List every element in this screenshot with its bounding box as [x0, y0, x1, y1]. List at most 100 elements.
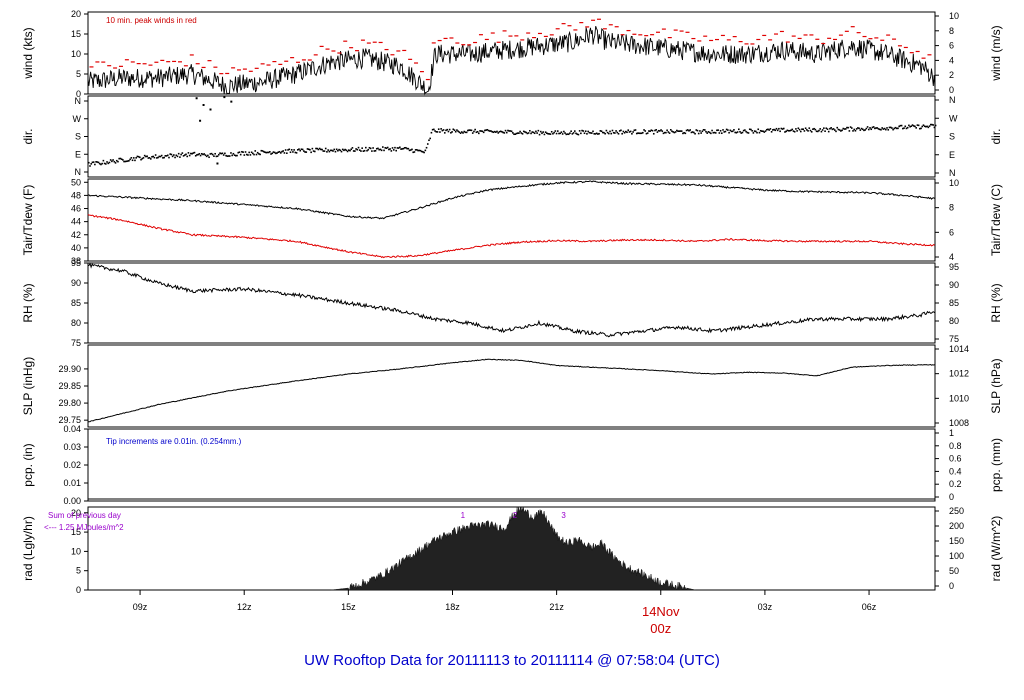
dir-point — [235, 154, 237, 157]
dir-point — [345, 149, 348, 152]
right-axis-label: wind (m/s) — [989, 25, 1003, 81]
dir-point — [195, 97, 198, 100]
dir-point — [198, 153, 201, 155]
right-tick-label: 4 — [949, 252, 954, 262]
dir-point — [773, 128, 775, 131]
right-tick-label: 150 — [949, 536, 964, 546]
rad-marker-label: 1 — [461, 511, 466, 520]
panel-frame-slp — [87, 344, 936, 428]
dir-point — [304, 151, 306, 153]
dir-point — [414, 149, 417, 151]
dir-point — [88, 161, 90, 164]
dir-point — [115, 159, 118, 162]
dir-point — [386, 146, 389, 149]
dir-point — [323, 150, 326, 152]
dir-point — [801, 128, 803, 131]
dir-point — [920, 127, 922, 130]
dir-point — [467, 129, 469, 132]
dir-point — [269, 151, 271, 153]
dir-point — [871, 126, 874, 129]
dir-point — [408, 149, 411, 152]
dir-point — [683, 131, 685, 134]
dir-point — [927, 126, 930, 129]
left-tick-label: 38 — [71, 256, 81, 266]
dir-point — [837, 128, 840, 131]
dir-point — [208, 156, 210, 159]
dir-point — [566, 133, 569, 135]
dir-point — [708, 131, 711, 134]
dir-point — [272, 151, 275, 153]
panel-wind: 0 5 10 15 20 0 2 4 6 8 10 wind (kts) wind (m/s) 10 mi… — [21, 9, 1003, 99]
dir-point — [409, 149, 412, 151]
dir-point — [550, 130, 553, 133]
dir-point — [486, 128, 489, 131]
dir-point — [813, 127, 815, 130]
dir-point — [521, 133, 524, 135]
dir-point — [820, 130, 823, 133]
dir-point — [481, 130, 484, 133]
right-tick-label: 75 — [949, 334, 959, 344]
dir-point — [662, 132, 665, 135]
dir-point — [616, 131, 619, 134]
dir-point — [379, 148, 382, 151]
left-tick-label: N — [75, 167, 82, 177]
dir-point — [747, 132, 750, 134]
dir-point — [869, 127, 871, 129]
dir-point — [135, 157, 137, 159]
right-axis-label: RH (%) — [989, 283, 1003, 322]
left-tick-label: 85 — [71, 298, 81, 308]
dir-point — [411, 148, 413, 151]
dir-point — [448, 128, 451, 131]
dir-point — [487, 129, 490, 132]
dir-point — [352, 150, 355, 152]
dir-point — [808, 127, 811, 129]
dir-point — [802, 128, 804, 131]
dir-point — [864, 129, 866, 131]
dir-point — [746, 131, 749, 134]
right-axis-label: SLP (hPa) — [989, 358, 1003, 413]
right-axis-label: Tair/Tdew (C) — [989, 184, 1003, 256]
dir-point — [608, 132, 610, 135]
rad-annotation-line2: <--- 1.25 MJoules/m^2 — [44, 523, 124, 532]
right-tick-label: E — [949, 150, 955, 160]
dir-point — [870, 128, 873, 131]
dir-point — [734, 131, 736, 134]
dir-point — [744, 129, 746, 131]
dir-point — [512, 132, 514, 134]
dir-point — [645, 132, 648, 135]
dir-point — [139, 156, 141, 159]
right-tick-label: 1 — [949, 428, 954, 438]
dir-point — [536, 132, 538, 134]
dir-point — [89, 165, 91, 167]
dir-point — [874, 127, 876, 130]
dir-point — [219, 152, 221, 154]
dir-point — [166, 154, 169, 157]
dir-point — [230, 152, 232, 154]
right-tick-label: N — [949, 95, 956, 105]
dir-point — [558, 132, 560, 135]
dir-point — [741, 131, 744, 134]
dir-point — [678, 130, 681, 132]
dir-point — [682, 132, 684, 135]
dir-point — [555, 132, 558, 135]
dir-point — [833, 129, 836, 131]
dir-point — [757, 128, 760, 131]
dir-point — [361, 147, 363, 149]
dir-point — [717, 129, 719, 131]
dir-point — [725, 128, 728, 131]
right-tick-label: 0.8 — [949, 441, 962, 451]
dir-point — [609, 130, 611, 133]
dir-point — [495, 131, 497, 133]
dir-point — [753, 130, 756, 132]
dir-point — [659, 130, 661, 132]
dir-point — [209, 153, 212, 155]
right-tick-label: 100 — [949, 551, 964, 561]
dir-point — [819, 128, 822, 130]
right-tick-label: 80 — [949, 316, 959, 326]
dir-point — [769, 128, 772, 130]
dir-point — [560, 131, 563, 133]
dir-point — [233, 154, 236, 156]
dir-point — [186, 155, 189, 158]
dir-point — [298, 148, 300, 150]
dir-point — [97, 161, 100, 164]
